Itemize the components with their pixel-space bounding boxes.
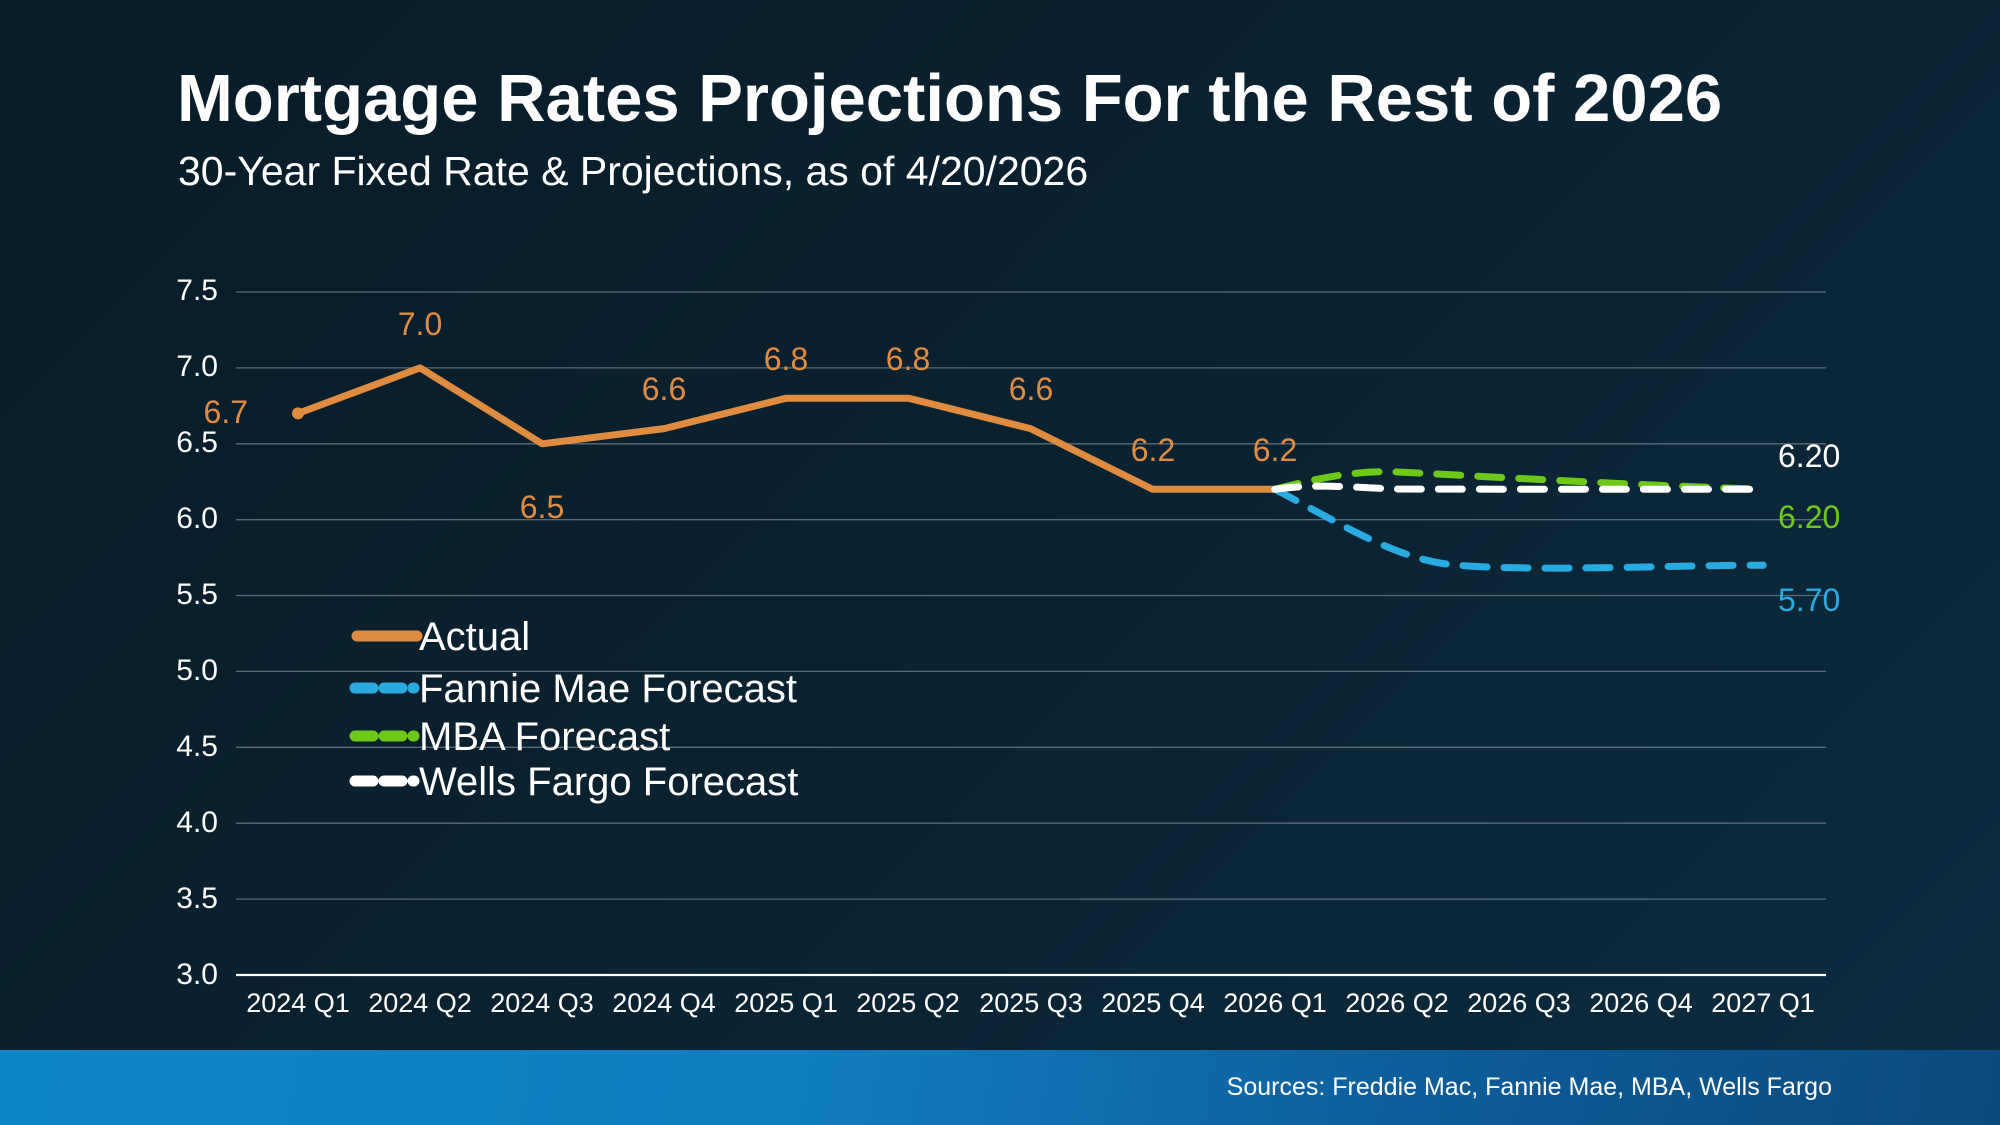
svg-text:2025 Q4: 2025 Q4: [1101, 988, 1205, 1018]
svg-text:2026 Q4: 2026 Q4: [1589, 988, 1693, 1018]
svg-text:5.5: 5.5: [176, 578, 218, 611]
svg-text:5.70: 5.70: [1778, 582, 1840, 618]
svg-text:2026 Q1: 2026 Q1: [1223, 988, 1327, 1018]
svg-text:Wells Fargo Forecast: Wells Fargo Forecast: [419, 760, 798, 804]
svg-text:6.5: 6.5: [176, 426, 218, 459]
svg-text:6.8: 6.8: [886, 341, 930, 377]
svg-text:7.0: 7.0: [176, 350, 218, 383]
svg-text:2024 Q1: 2024 Q1: [246, 988, 350, 1018]
svg-text:MBA Forecast: MBA Forecast: [419, 715, 670, 759]
svg-text:2024 Q3: 2024 Q3: [490, 988, 594, 1018]
svg-text:2024 Q2: 2024 Q2: [368, 988, 472, 1018]
svg-text:2027 Q1: 2027 Q1: [1711, 988, 1815, 1018]
svg-text:6.2: 6.2: [1253, 432, 1297, 468]
svg-text:6.0: 6.0: [176, 502, 218, 535]
svg-text:2025 Q1: 2025 Q1: [734, 988, 838, 1018]
svg-text:2025 Q3: 2025 Q3: [979, 988, 1083, 1018]
svg-text:7.5: 7.5: [176, 274, 218, 307]
svg-text:4.0: 4.0: [176, 806, 218, 839]
svg-text:6.6: 6.6: [1009, 371, 1053, 407]
svg-text:2026 Q2: 2026 Q2: [1345, 988, 1449, 1018]
svg-text:6.6: 6.6: [642, 371, 686, 407]
svg-text:2025 Q2: 2025 Q2: [856, 988, 960, 1018]
svg-text:Actual: Actual: [419, 615, 530, 659]
svg-text:2024 Q4: 2024 Q4: [612, 988, 716, 1018]
svg-text:5.0: 5.0: [176, 654, 218, 687]
svg-text:6.8: 6.8: [764, 341, 808, 377]
svg-text:3.0: 3.0: [176, 958, 218, 991]
svg-text:4.5: 4.5: [176, 730, 218, 763]
svg-text:6.7: 6.7: [204, 394, 248, 430]
svg-text:6.20: 6.20: [1778, 438, 1840, 474]
svg-text:2026 Q3: 2026 Q3: [1467, 988, 1571, 1018]
svg-text:7.0: 7.0: [398, 306, 442, 342]
svg-text:Fannie Mae Forecast: Fannie Mae Forecast: [419, 667, 797, 711]
svg-text:6.20: 6.20: [1778, 499, 1840, 535]
svg-text:6.5: 6.5: [520, 489, 564, 525]
svg-text:6.2: 6.2: [1131, 432, 1175, 468]
svg-text:3.5: 3.5: [176, 882, 218, 915]
